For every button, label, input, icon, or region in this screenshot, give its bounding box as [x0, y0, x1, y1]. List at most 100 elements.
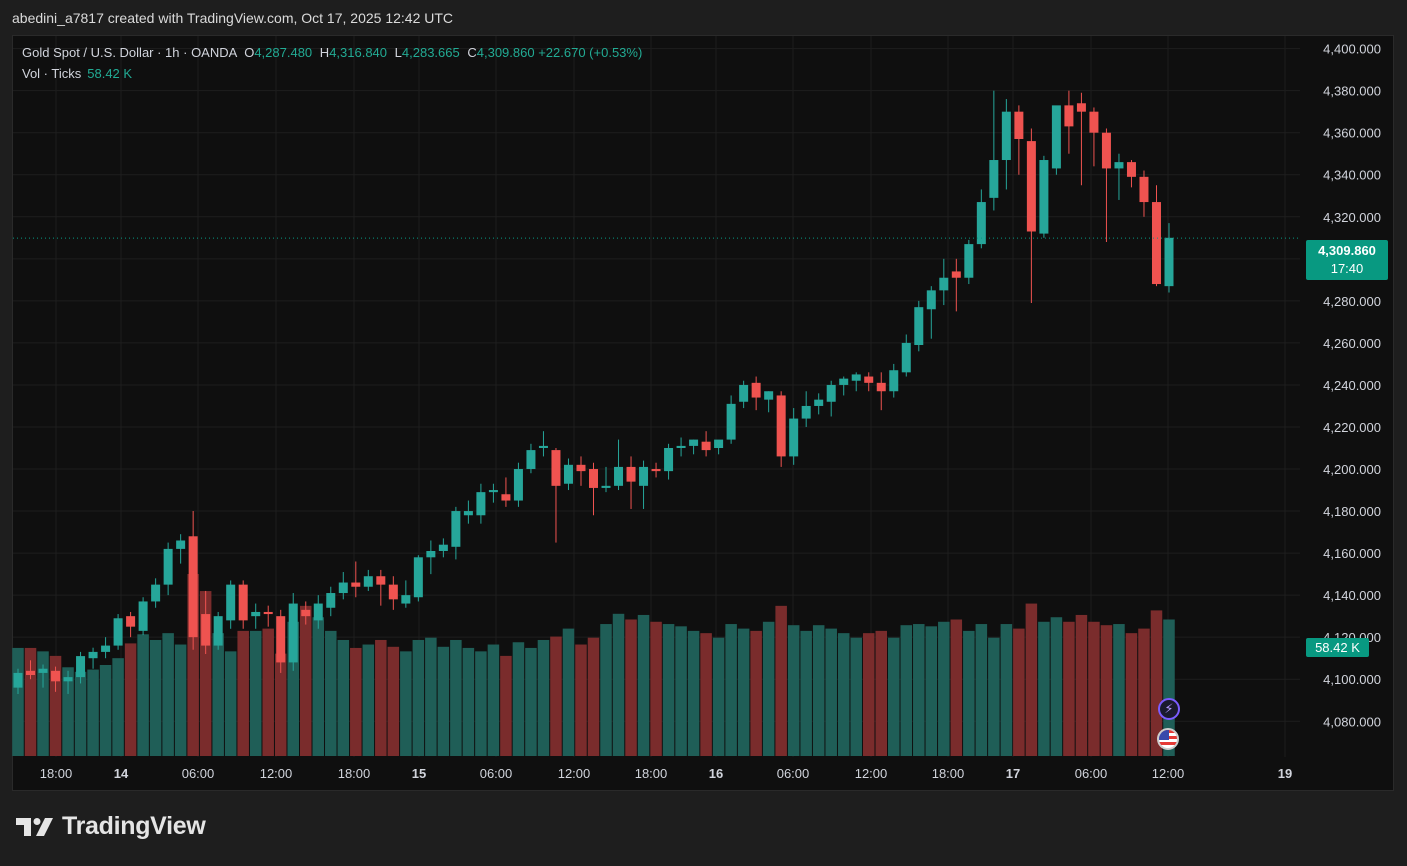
candle-body [563, 464, 573, 484]
candle-body [1064, 105, 1074, 127]
candle-body [864, 376, 874, 383]
y-tick-label: 4,360.000 [1323, 126, 1381, 141]
volume-bar [174, 644, 187, 756]
volume-bar [425, 637, 437, 756]
candle-body [513, 469, 523, 501]
candle-body [526, 450, 536, 470]
volume-bar [525, 647, 537, 756]
volume-bar [1125, 633, 1138, 756]
candle-body [13, 672, 23, 688]
us-flag-icon[interactable] [1157, 728, 1179, 750]
volume-bar [825, 628, 837, 756]
volume-bar [137, 634, 149, 756]
candle-body [989, 160, 999, 198]
volume-bar [737, 628, 750, 756]
volume-bar [1038, 621, 1050, 756]
volume-bar [675, 626, 687, 756]
x-tick-label: 15 [412, 766, 426, 781]
x-tick-label: 14 [114, 766, 129, 781]
candle-body [1039, 160, 1049, 234]
volume-bar [575, 644, 587, 756]
lightning-icon[interactable]: ⚡ [1158, 698, 1180, 720]
volume-bar [162, 633, 174, 756]
volume-bar [1088, 621, 1100, 756]
high-value: 4,316.840 [329, 45, 388, 60]
volume-bar [988, 637, 1000, 756]
candle-body [438, 544, 448, 551]
volume-bar [375, 639, 387, 756]
volume-bar [12, 647, 24, 756]
x-tick-label: 06:00 [1075, 766, 1108, 781]
candle-body [401, 595, 411, 604]
ohlc-legend: Gold Spot / U.S. Dollar · 1h · OANDA O4,… [22, 45, 642, 60]
y-tick-label: 4,160.000 [1323, 546, 1381, 561]
candle-body [789, 418, 799, 457]
volume-bar [362, 644, 375, 756]
volume-bar [74, 671, 87, 756]
volume-bar [1163, 619, 1175, 756]
volume-bar [725, 624, 737, 756]
y-tick-label: 4,220.000 [1323, 420, 1381, 435]
candle-body [326, 593, 336, 608]
candle-body [226, 584, 236, 621]
candle-body [851, 374, 861, 381]
candle-body [814, 399, 824, 406]
candle-body [363, 576, 373, 587]
candle-body [1139, 176, 1149, 203]
low-value: 4,283.665 [401, 45, 460, 60]
x-tick-label: 18:00 [932, 766, 965, 781]
x-tick-label: 06:00 [480, 766, 513, 781]
x-tick-label: 12:00 [855, 766, 888, 781]
brand-name: TradingView [62, 812, 206, 840]
volume-bar [400, 651, 412, 756]
x-tick-label: 16 [709, 766, 723, 781]
volume-bar [850, 637, 862, 756]
volume-bar [412, 639, 425, 756]
candle-body [338, 582, 348, 594]
volume-bar [37, 651, 49, 756]
candle-body [163, 548, 173, 585]
y-tick-label: 4,100.000 [1323, 672, 1381, 687]
candle-body [76, 656, 86, 678]
volume-bar [99, 665, 112, 756]
volume-bar [662, 624, 675, 756]
volume-bar [712, 637, 725, 756]
volume-bar [587, 637, 600, 756]
candle-body [914, 307, 924, 345]
volume-tag: 58.42 K [1306, 638, 1369, 657]
volume-bar [1000, 624, 1013, 756]
volume-bar [387, 646, 400, 756]
volume-bar [975, 624, 988, 756]
candle-body [951, 271, 961, 278]
candle-body [626, 466, 636, 482]
volume-bar [612, 613, 625, 756]
candle-body [26, 670, 36, 676]
last-price-value: 4,309.860 [1318, 243, 1376, 258]
volume-bar [862, 633, 875, 756]
candle-body [664, 448, 674, 472]
candle-body [1089, 111, 1099, 133]
volume-bar [224, 651, 237, 756]
symbol-title: Gold Spot / U.S. Dollar · 1h · OANDA [22, 45, 237, 60]
volume-bar [637, 614, 650, 756]
volume-bar [299, 605, 312, 756]
open-value: 4,287.480 [254, 45, 313, 60]
volume-bar [1113, 624, 1125, 756]
volume-bar [900, 625, 913, 756]
y-tick-label: 4,080.000 [1323, 714, 1381, 729]
volume-bar [750, 630, 762, 756]
candle-body [413, 557, 423, 598]
low-key: L [394, 45, 402, 60]
candle-body [351, 582, 361, 587]
y-tick-label: 4,140.000 [1323, 588, 1381, 603]
y-tick-label: 4,280.000 [1323, 294, 1381, 309]
bar-countdown: 17:40 [1330, 261, 1364, 276]
candle-body [1001, 111, 1011, 161]
volume-bar [475, 651, 487, 756]
candle-body [101, 645, 111, 652]
open-key: O [244, 45, 255, 60]
volume-bar [262, 628, 274, 756]
candle-body [839, 378, 849, 385]
volume-bar [187, 574, 199, 756]
